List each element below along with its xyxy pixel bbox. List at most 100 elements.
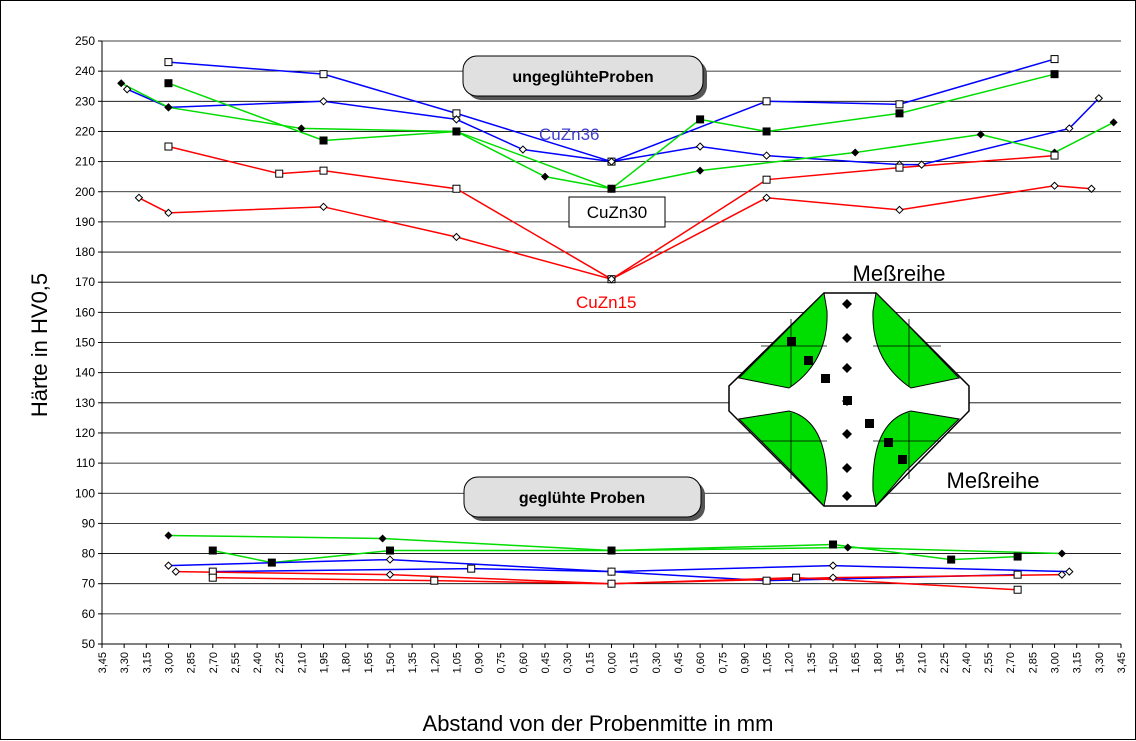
data-point bbox=[917, 160, 926, 169]
y-tick-label: 160 bbox=[75, 305, 95, 319]
specimen-inset: Meßreihe Meßreihe bbox=[728, 261, 1039, 508]
series-line bbox=[175, 570, 1062, 585]
y-tick-label: 100 bbox=[75, 486, 95, 500]
y-tick-label: 220 bbox=[75, 124, 95, 138]
y-tick-label: 180 bbox=[75, 245, 95, 259]
data-point bbox=[319, 166, 328, 175]
data-point bbox=[947, 555, 956, 564]
x-tick-label: 2,40 bbox=[961, 652, 973, 673]
x-tick-label: 1,20 bbox=[784, 652, 796, 673]
geglueht-label-box: geglühte Proben bbox=[463, 476, 705, 521]
x-tick-label: 0,75 bbox=[496, 652, 508, 673]
x-tick-label: 0,75 bbox=[717, 652, 729, 673]
cuzn30-label: CuZn30 bbox=[587, 203, 647, 222]
x-tick-label: 1,80 bbox=[872, 652, 884, 673]
x-tick-label: 2,10 bbox=[296, 652, 308, 673]
data-point bbox=[696, 166, 705, 175]
data-point bbox=[297, 124, 306, 133]
data-point bbox=[541, 172, 550, 181]
y-tick-label: 150 bbox=[75, 336, 95, 350]
y-tick-label: 240 bbox=[75, 64, 95, 78]
y-tick-label: 200 bbox=[75, 185, 95, 199]
data-point bbox=[164, 531, 173, 540]
data-point bbox=[762, 97, 771, 106]
x-tick-label: 0,30 bbox=[651, 652, 663, 673]
data-point bbox=[607, 157, 616, 166]
x-tick-label: 2,55 bbox=[983, 652, 995, 673]
data-point bbox=[164, 208, 173, 218]
data-point bbox=[829, 540, 838, 549]
data-point bbox=[792, 573, 801, 582]
ungeglueht-label: ungeglühteProben bbox=[512, 69, 653, 86]
x-tick-label: 3,30 bbox=[1094, 652, 1106, 673]
x-tick-label: 0,90 bbox=[474, 652, 486, 673]
data-point bbox=[1050, 55, 1059, 64]
data-point bbox=[1057, 570, 1067, 579]
data-point bbox=[895, 100, 904, 109]
data-point bbox=[171, 567, 181, 576]
y-tick-label: 230 bbox=[75, 94, 95, 108]
y-tick-label: 80 bbox=[82, 547, 96, 561]
data-point bbox=[1013, 552, 1022, 561]
x-tick-label: 3,30 bbox=[119, 652, 131, 673]
x-tick-label: 0,30 bbox=[562, 652, 574, 673]
data-point bbox=[122, 85, 132, 94]
x-tick-label: 2,40 bbox=[252, 652, 264, 673]
series-line bbox=[168, 145, 1055, 281]
data-point bbox=[843, 543, 852, 552]
y-tick-label: 110 bbox=[76, 456, 95, 470]
x-tick-label: 2,25 bbox=[939, 652, 951, 673]
x-tick-label: 3,15 bbox=[1072, 652, 1084, 673]
data-point bbox=[385, 570, 395, 579]
data-point bbox=[452, 115, 461, 124]
x-tick-label: 1,95 bbox=[319, 652, 331, 673]
x-tick-label: 3,45 bbox=[1116, 652, 1128, 673]
x-tick-label: 0,60 bbox=[695, 652, 707, 673]
data-point bbox=[1109, 118, 1118, 127]
data-point bbox=[452, 127, 461, 136]
x-tick-label: 2,25 bbox=[274, 652, 286, 673]
x-tick-label: 3,45 bbox=[97, 652, 109, 673]
data-point bbox=[607, 579, 616, 588]
data-point bbox=[895, 205, 904, 215]
y-tick-label: 130 bbox=[75, 396, 95, 410]
data-point bbox=[762, 175, 771, 184]
x-axis-title: Abstand von der Probenmitte in mm bbox=[423, 711, 774, 736]
series-line bbox=[168, 73, 1055, 190]
data-point bbox=[164, 103, 173, 112]
x-tick-label: 2,10 bbox=[917, 652, 929, 673]
data-point bbox=[1065, 124, 1074, 133]
data-point bbox=[1050, 181, 1059, 190]
data-point bbox=[467, 564, 476, 573]
data-point bbox=[164, 58, 173, 67]
y-tick-label: 190 bbox=[75, 215, 95, 229]
data-point bbox=[1013, 585, 1022, 594]
x-tick-label: 2,70 bbox=[1005, 652, 1017, 673]
data-point bbox=[452, 232, 461, 242]
x-tick-label: 0,45 bbox=[540, 652, 552, 673]
y-tick-label: 90 bbox=[82, 516, 96, 530]
data-point bbox=[607, 546, 616, 555]
data-point bbox=[319, 136, 328, 145]
data-point bbox=[607, 567, 616, 576]
data-point bbox=[164, 79, 173, 88]
y-tick-label: 210 bbox=[75, 155, 95, 169]
data-point bbox=[164, 561, 173, 570]
series-group bbox=[117, 55, 1118, 594]
data-point bbox=[117, 79, 126, 88]
x-tick-label: 2,85 bbox=[1027, 652, 1039, 673]
x-tick-label: 0,45 bbox=[673, 652, 685, 673]
data-point bbox=[518, 145, 528, 154]
data-point bbox=[1065, 567, 1074, 576]
data-point bbox=[895, 163, 904, 172]
cuzn36-label: CuZn36 bbox=[539, 125, 599, 144]
data-point bbox=[378, 534, 387, 543]
y-tick-label: 250 bbox=[75, 34, 95, 48]
ungeglueht-label-box: ungeglühteProben bbox=[462, 55, 707, 100]
data-point bbox=[1087, 184, 1096, 193]
data-point bbox=[607, 184, 616, 193]
x-tick-label: 1,50 bbox=[385, 652, 397, 673]
data-point bbox=[430, 576, 439, 585]
